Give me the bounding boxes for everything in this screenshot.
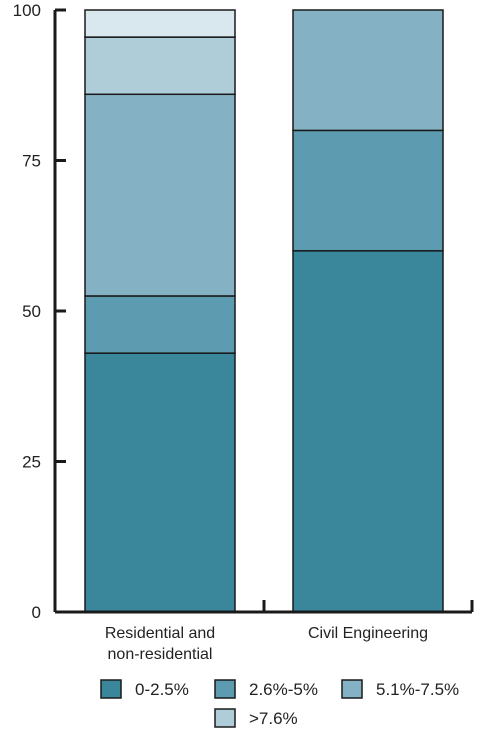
x-category-label: Civil Engineering <box>308 625 428 642</box>
legend-swatch <box>214 708 236 728</box>
bar-segment-1-4 <box>84 36 236 96</box>
y-tick-label: 25 <box>22 453 41 472</box>
bars <box>84 9 444 613</box>
y-tick-label: 0 <box>32 603 41 622</box>
x-axis: Residential and non-residential Civil Engi… <box>55 600 474 663</box>
legend: 0-2.5% 2.6%-5% 5.1%-7.5% >7.6% <box>100 679 459 728</box>
bar-segment-1-3 <box>84 93 236 297</box>
x-category-label: non-residential <box>108 646 213 663</box>
legend-label: 5.1%-7.5% <box>376 680 459 699</box>
legend-label: 2.6%-5% <box>249 680 318 699</box>
bar-segment-1-1 <box>84 352 236 613</box>
legend-swatch <box>341 679 363 699</box>
bar-segment-1-2 <box>84 295 236 354</box>
legend-swatch <box>100 679 122 699</box>
bar-segment-2-2 <box>292 129 444 252</box>
bar-segment-2-1 <box>292 250 444 613</box>
x-category-label: Residential and <box>105 625 215 642</box>
y-axis: 0 25 50 75 100 <box>13 1 66 622</box>
legend-label: >7.6% <box>249 709 298 728</box>
legend-swatch <box>214 679 236 699</box>
legend-label: 0-2.5% <box>135 680 189 699</box>
y-tick-label: 75 <box>22 152 41 171</box>
y-tick-label: 100 <box>13 1 41 20</box>
y-tick-label: 50 <box>22 302 41 321</box>
bar-segment-1-5 <box>84 9 236 38</box>
bar-segment-2-3 <box>292 9 444 132</box>
